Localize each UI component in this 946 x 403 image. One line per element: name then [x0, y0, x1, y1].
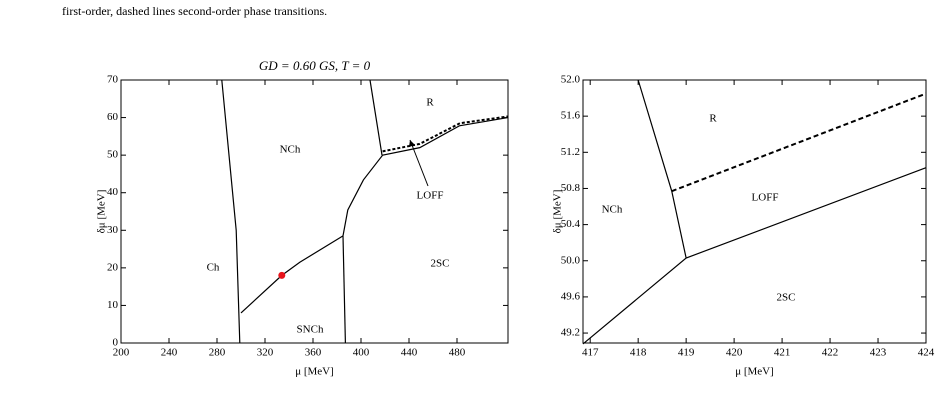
first-order-line	[342, 235, 346, 344]
y-tick-label: 50.8	[561, 182, 581, 194]
phase-label: 2SC	[777, 292, 796, 304]
phase-label: NCh	[280, 144, 301, 156]
y-tick-label: 70	[107, 74, 119, 86]
y-tick-label: 30	[107, 224, 119, 236]
caption: first-order, dashed lines second-order p…	[62, 4, 327, 18]
x-tick-label: 240	[161, 347, 178, 359]
y-axis-label: δμ [MeV]	[96, 190, 108, 234]
y-tick-label: 50	[107, 149, 119, 161]
x-tick-label: 360	[305, 347, 322, 359]
y-tick-label: 10	[107, 299, 119, 311]
phase-label: LOFF	[417, 190, 444, 202]
phase-label: Ch	[207, 262, 220, 274]
x-tick-label: 420	[726, 347, 743, 359]
y-tick-label: 51.6	[561, 110, 581, 122]
x-tick-label: 419	[678, 347, 695, 359]
y-tick-label: 0	[113, 337, 119, 349]
first-order-line	[240, 235, 344, 314]
x-tick-label: 480	[449, 347, 466, 359]
y-tick-label: 49.2	[561, 327, 580, 339]
y-tick-label: 50.0	[561, 254, 581, 266]
plot-frame	[582, 79, 927, 344]
y-tick-label: 40	[107, 186, 119, 198]
phase-label: R	[426, 97, 434, 109]
x-tick-label: 440	[401, 347, 418, 359]
x-tick-label: 423	[870, 347, 887, 359]
x-tick-label: 422	[822, 347, 839, 359]
x-tick-label: 200	[113, 347, 130, 359]
x-axis-label: μ [MeV]	[295, 366, 334, 378]
y-tick-label: 51.2	[561, 146, 580, 158]
phase-label: R	[709, 113, 717, 125]
y-tick-label: 20	[107, 261, 119, 273]
y-axis-label: δμ [MeV]	[552, 190, 564, 234]
x-tick-label: 421	[774, 347, 791, 359]
y-tick-label: 50.4	[561, 218, 581, 230]
phase-label: LOFF	[752, 192, 779, 204]
x-tick-label: 280	[209, 347, 226, 359]
x-tick-label: 417	[582, 347, 599, 359]
first-order-line	[342, 116, 509, 237]
x-tick-label: 418	[630, 347, 647, 359]
arrow	[409, 139, 429, 187]
chart-title: GD = 0.60 GS, T = 0	[259, 58, 371, 73]
second-order-line	[382, 115, 509, 153]
y-tick-label: 60	[107, 111, 119, 123]
arrow-head	[409, 140, 415, 147]
x-tick-label: 400	[353, 347, 370, 359]
first-order-line	[582, 167, 927, 345]
first-order-line	[369, 79, 383, 156]
phase-label: NCh	[602, 204, 623, 216]
y-tick-label: 52.0	[561, 74, 581, 86]
x-tick-label: 320	[257, 347, 274, 359]
y-tick-label: 49.6	[561, 290, 581, 302]
phase-label: 2SC	[431, 258, 450, 270]
plot-frame	[120, 79, 509, 344]
x-tick-label: 424	[918, 347, 935, 359]
first-order-line	[637, 79, 687, 259]
second-order-line	[671, 92, 927, 193]
phase-label: SNCh	[297, 324, 324, 336]
marker	[278, 271, 286, 279]
first-order-line	[221, 79, 241, 344]
x-axis-label: μ [MeV]	[735, 366, 774, 378]
